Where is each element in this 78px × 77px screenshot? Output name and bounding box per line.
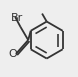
Text: Br: Br <box>11 13 23 23</box>
Text: O: O <box>8 49 17 59</box>
